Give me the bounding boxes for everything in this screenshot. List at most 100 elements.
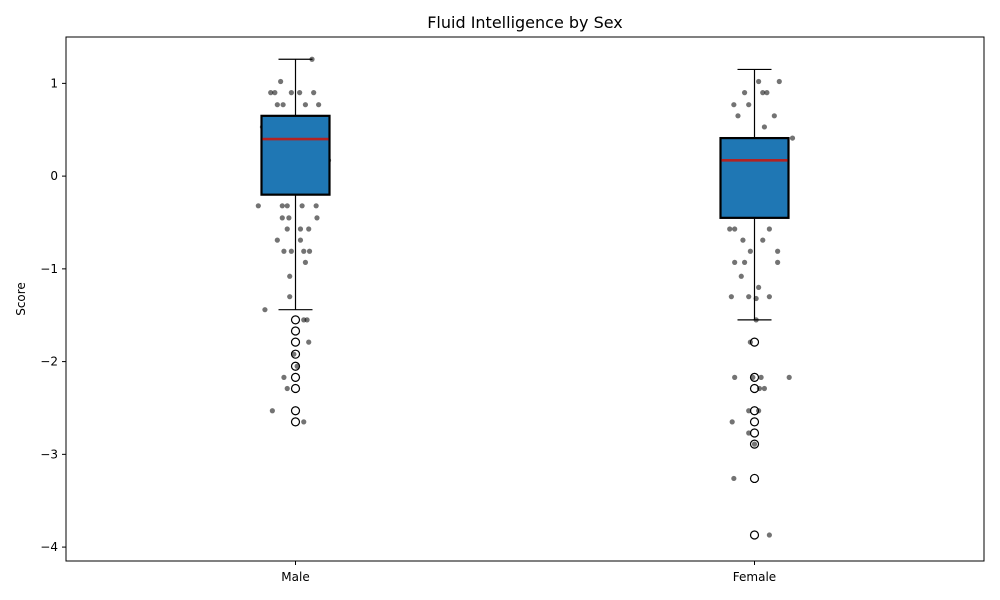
axes: 1 0 −1 −2 −3 −4 Male Female	[40, 36, 985, 584]
data-point	[288, 90, 294, 96]
y-tick-label: −4	[40, 540, 58, 554]
data-point	[297, 237, 304, 243]
data-point	[302, 102, 309, 108]
data-point	[287, 294, 293, 300]
x-tick-label: Female	[733, 570, 776, 584]
data-point	[306, 226, 312, 232]
data-point	[761, 124, 768, 130]
data-point	[299, 203, 305, 209]
outlier-marker	[749, 530, 760, 540]
y-tick-label: −1	[40, 262, 58, 276]
data-point	[750, 374, 756, 380]
data-point	[766, 226, 772, 232]
data-point	[746, 102, 752, 108]
data-point	[284, 385, 290, 392]
data-point	[269, 408, 275, 414]
data-point	[776, 78, 782, 85]
outlier-marker	[749, 417, 760, 427]
data-point	[301, 419, 307, 425]
data-point	[728, 294, 734, 300]
data-point	[732, 226, 738, 232]
data-point	[756, 284, 762, 291]
data-point	[297, 226, 304, 232]
y-tick-label: −2	[40, 355, 58, 369]
data-point	[766, 294, 772, 300]
y-tick-label: 0	[50, 169, 58, 183]
outlier-marker	[290, 383, 301, 394]
data-point	[775, 248, 781, 254]
data-point	[732, 374, 738, 380]
data-point	[281, 248, 287, 254]
iqr-box	[719, 136, 790, 219]
data-point	[268, 90, 274, 96]
data-point	[306, 248, 313, 254]
data-point	[278, 78, 284, 85]
data-point	[304, 317, 310, 323]
outlier-marker	[749, 383, 760, 394]
data-point	[727, 226, 733, 232]
y-axis-label: Score	[14, 282, 28, 316]
data-point	[761, 385, 768, 392]
data-point	[291, 351, 297, 357]
outlier-marker	[290, 315, 301, 325]
data-point	[735, 113, 741, 119]
data-point	[286, 215, 292, 221]
data-point	[274, 237, 280, 243]
outlier-marker	[290, 337, 301, 347]
data-point	[279, 215, 285, 221]
data-point	[284, 203, 290, 209]
data-point	[314, 215, 320, 221]
y-tick-label: −3	[40, 447, 58, 461]
outlier-marker	[749, 372, 760, 382]
data-point	[280, 102, 286, 108]
iqr-box	[260, 114, 331, 196]
data-point	[302, 259, 309, 265]
data-point	[274, 102, 280, 108]
outlier-marker	[749, 337, 760, 347]
data-point	[764, 90, 770, 96]
data-point	[775, 259, 781, 265]
data-point	[301, 248, 307, 254]
outlier-marker	[749, 406, 760, 416]
data-point	[760, 90, 766, 96]
outlier-marker	[749, 428, 760, 438]
data-point	[751, 441, 758, 447]
outlier-marker	[749, 439, 760, 449]
plot-frame	[65, 36, 985, 562]
data-point	[281, 374, 287, 380]
data-point	[740, 237, 746, 243]
data-point	[731, 102, 737, 108]
chart-title: Fluid Intelligence by Sex	[427, 13, 623, 32]
data-point	[789, 135, 796, 141]
data-point	[731, 475, 737, 482]
data-point	[746, 294, 752, 300]
data-point	[760, 237, 766, 243]
data-point	[272, 90, 278, 96]
outlier-marker	[290, 349, 301, 359]
outlier-marker	[290, 361, 301, 371]
x-tick-label: Male	[281, 570, 309, 584]
data-point	[741, 90, 748, 96]
data-point	[786, 374, 792, 380]
data-point	[766, 532, 772, 538]
data-point	[747, 248, 753, 254]
data-point	[255, 203, 261, 209]
data-point	[746, 430, 752, 436]
data-point	[287, 273, 293, 279]
outlier-marker	[749, 473, 760, 484]
y-tick-label: 1	[50, 76, 58, 90]
data-point	[741, 259, 748, 265]
data-point	[294, 363, 300, 369]
data-point	[746, 408, 752, 414]
data-point	[297, 90, 303, 96]
data-point	[311, 90, 317, 96]
outlier-marker	[290, 326, 301, 336]
data-point	[316, 102, 322, 108]
outlier-marker	[290, 406, 301, 416]
data-point	[279, 203, 285, 209]
data-point	[738, 273, 744, 279]
data-point	[729, 419, 735, 425]
data-point	[262, 307, 268, 313]
data-point	[313, 203, 319, 209]
